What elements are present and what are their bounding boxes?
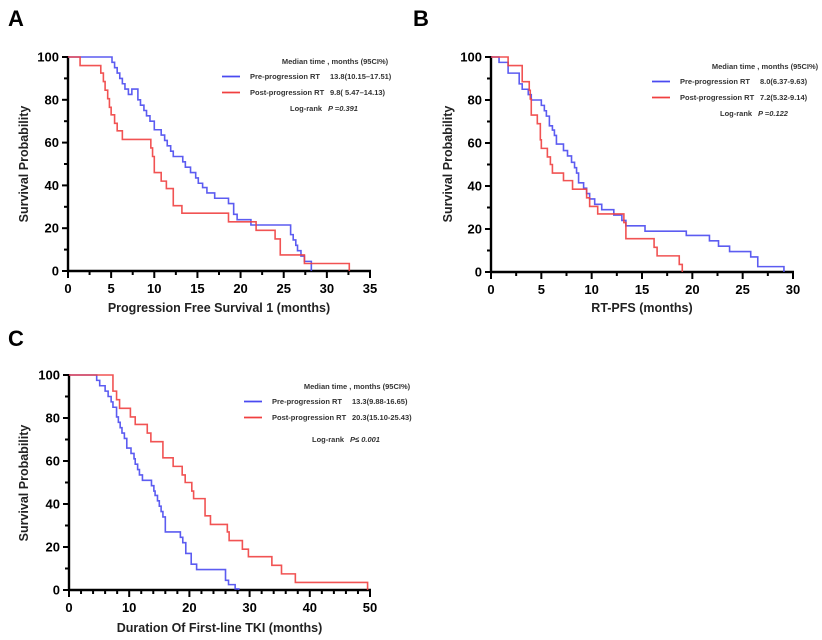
x-tick-label: 50 <box>363 600 377 615</box>
x-tick-label: 30 <box>320 281 334 296</box>
y-tick-label: 40 <box>45 178 59 193</box>
panel-letter-a: A <box>8 6 24 31</box>
x-tick-label: 25 <box>735 282 749 297</box>
x-tick-label: 20 <box>685 282 699 297</box>
x-tick-label: 15 <box>635 282 649 297</box>
x-tick-label: 35 <box>363 281 377 296</box>
legend-median-value: 13.3(9.88-16.65) <box>352 397 408 406</box>
x-tick-label: 0 <box>64 281 71 296</box>
x-tick-label: 0 <box>65 600 72 615</box>
x-tick-label: 40 <box>303 600 317 615</box>
panel-c: C 0 20 40 60 80 100 0 10 20 30 40 50 Duration Of Fir… <box>8 326 412 635</box>
y-tick-label: 60 <box>45 135 59 150</box>
y-tick-label: 80 <box>46 411 60 426</box>
x-axis-title: Progression Free Survival 1 (months) <box>108 301 330 315</box>
x-axis-title: RT-PFS (months) <box>591 301 692 315</box>
y-tick-label: 80 <box>468 93 482 108</box>
x-tick-label: 10 <box>147 281 161 296</box>
x-tick-label: 30 <box>242 600 256 615</box>
y-tick-label: 0 <box>53 583 60 598</box>
y-tick-label: 60 <box>46 454 60 469</box>
legend-label: Pre-progression RT <box>272 397 342 406</box>
y-tick-label: 40 <box>46 497 60 512</box>
panel-letter-b: B <box>413 6 429 31</box>
km-curve-pre-progression-rt <box>69 374 240 590</box>
y-tick-label: 0 <box>475 265 482 280</box>
y-tick-label: 100 <box>37 50 59 65</box>
legend-median-value: 20.3(15.10-25.43) <box>352 413 412 422</box>
km-curve-post-progression-rt <box>68 56 351 271</box>
legend: Median time , months (95CI%) Pre-progress… <box>244 382 412 444</box>
logrank-label: Log-rank <box>720 109 753 118</box>
x-tick-label: 10 <box>584 282 598 297</box>
legend-median-value: 7.2(5.32-9.14) <box>760 93 808 102</box>
logrank-p-value: P =0.391 <box>328 104 358 113</box>
logrank-label: Log-rank <box>290 104 323 113</box>
y-axis-title: Survival Probability <box>17 106 31 223</box>
y-axis-title: Survival Probability <box>17 425 31 542</box>
x-tick-label: 30 <box>786 282 800 297</box>
legend-header: Median time , months (95CI%) <box>712 62 819 71</box>
y-tick-label: 0 <box>52 264 59 279</box>
y-tick-label: 100 <box>38 368 60 383</box>
km-curve-post-progression-rt <box>491 56 684 272</box>
y-tick-label: 20 <box>468 222 482 237</box>
legend-label: Post-progression RT <box>272 413 347 422</box>
x-tick-label: 25 <box>276 281 290 296</box>
km-curve-pre-progression-rt <box>491 56 785 272</box>
legend-header: Median time , months (95CI%) <box>282 57 389 66</box>
x-tick-label: 20 <box>233 281 247 296</box>
x-tick-label: 5 <box>108 281 115 296</box>
legend-median-value: 8.0(6.37-9.63) <box>760 77 808 86</box>
y-tick-label: 40 <box>468 179 482 194</box>
x-tick-label: 10 <box>122 600 136 615</box>
legend-label: Post-progression RT <box>250 88 325 97</box>
legend-median-value: 9.8( 5.47–14.13) <box>330 88 386 97</box>
y-tick-label: 80 <box>45 92 59 107</box>
panel-a: A 0 20 40 60 80 100 0 5 10 15 20 25 30 35 Progression … <box>8 6 392 315</box>
y-axis-title: Survival Probability <box>441 106 455 223</box>
legend-header: Median time , months (95CI%) <box>304 382 411 391</box>
legend: Median time , months (95CI%) Pre-progress… <box>652 62 819 118</box>
legend-median-value: 13.8(10.15–17.51) <box>330 72 392 81</box>
legend-label: Pre-progression RT <box>680 77 750 86</box>
panel-letter-c: C <box>8 326 24 351</box>
x-tick-label: 20 <box>182 600 196 615</box>
y-tick-label: 20 <box>45 221 59 236</box>
logrank-label: Log-rank <box>312 435 345 444</box>
x-axis-title: Duration Of First-line TKI (months) <box>117 621 323 635</box>
x-tick-label: 5 <box>538 282 545 297</box>
km-curve-pre-progression-rt <box>68 56 313 271</box>
km-curve-post-progression-rt <box>69 374 369 590</box>
x-tick-label: 0 <box>487 282 494 297</box>
legend: Median time , months (95CI%) Pre-progress… <box>222 57 392 113</box>
logrank-p-value: P =0.122 <box>758 109 789 118</box>
y-tick-label: 60 <box>468 136 482 151</box>
legend-label: Post-progression RT <box>680 93 755 102</box>
panel-b: B 0 20 40 60 80 100 0 5 10 15 20 25 30 RT-PFS (months… <box>413 6 819 315</box>
x-tick-label: 15 <box>190 281 204 296</box>
y-tick-label: 100 <box>460 50 482 65</box>
y-tick-label: 20 <box>46 540 60 555</box>
logrank-p-value: P≤ 0.001 <box>350 435 380 444</box>
legend-label: Pre-progression RT <box>250 72 320 81</box>
